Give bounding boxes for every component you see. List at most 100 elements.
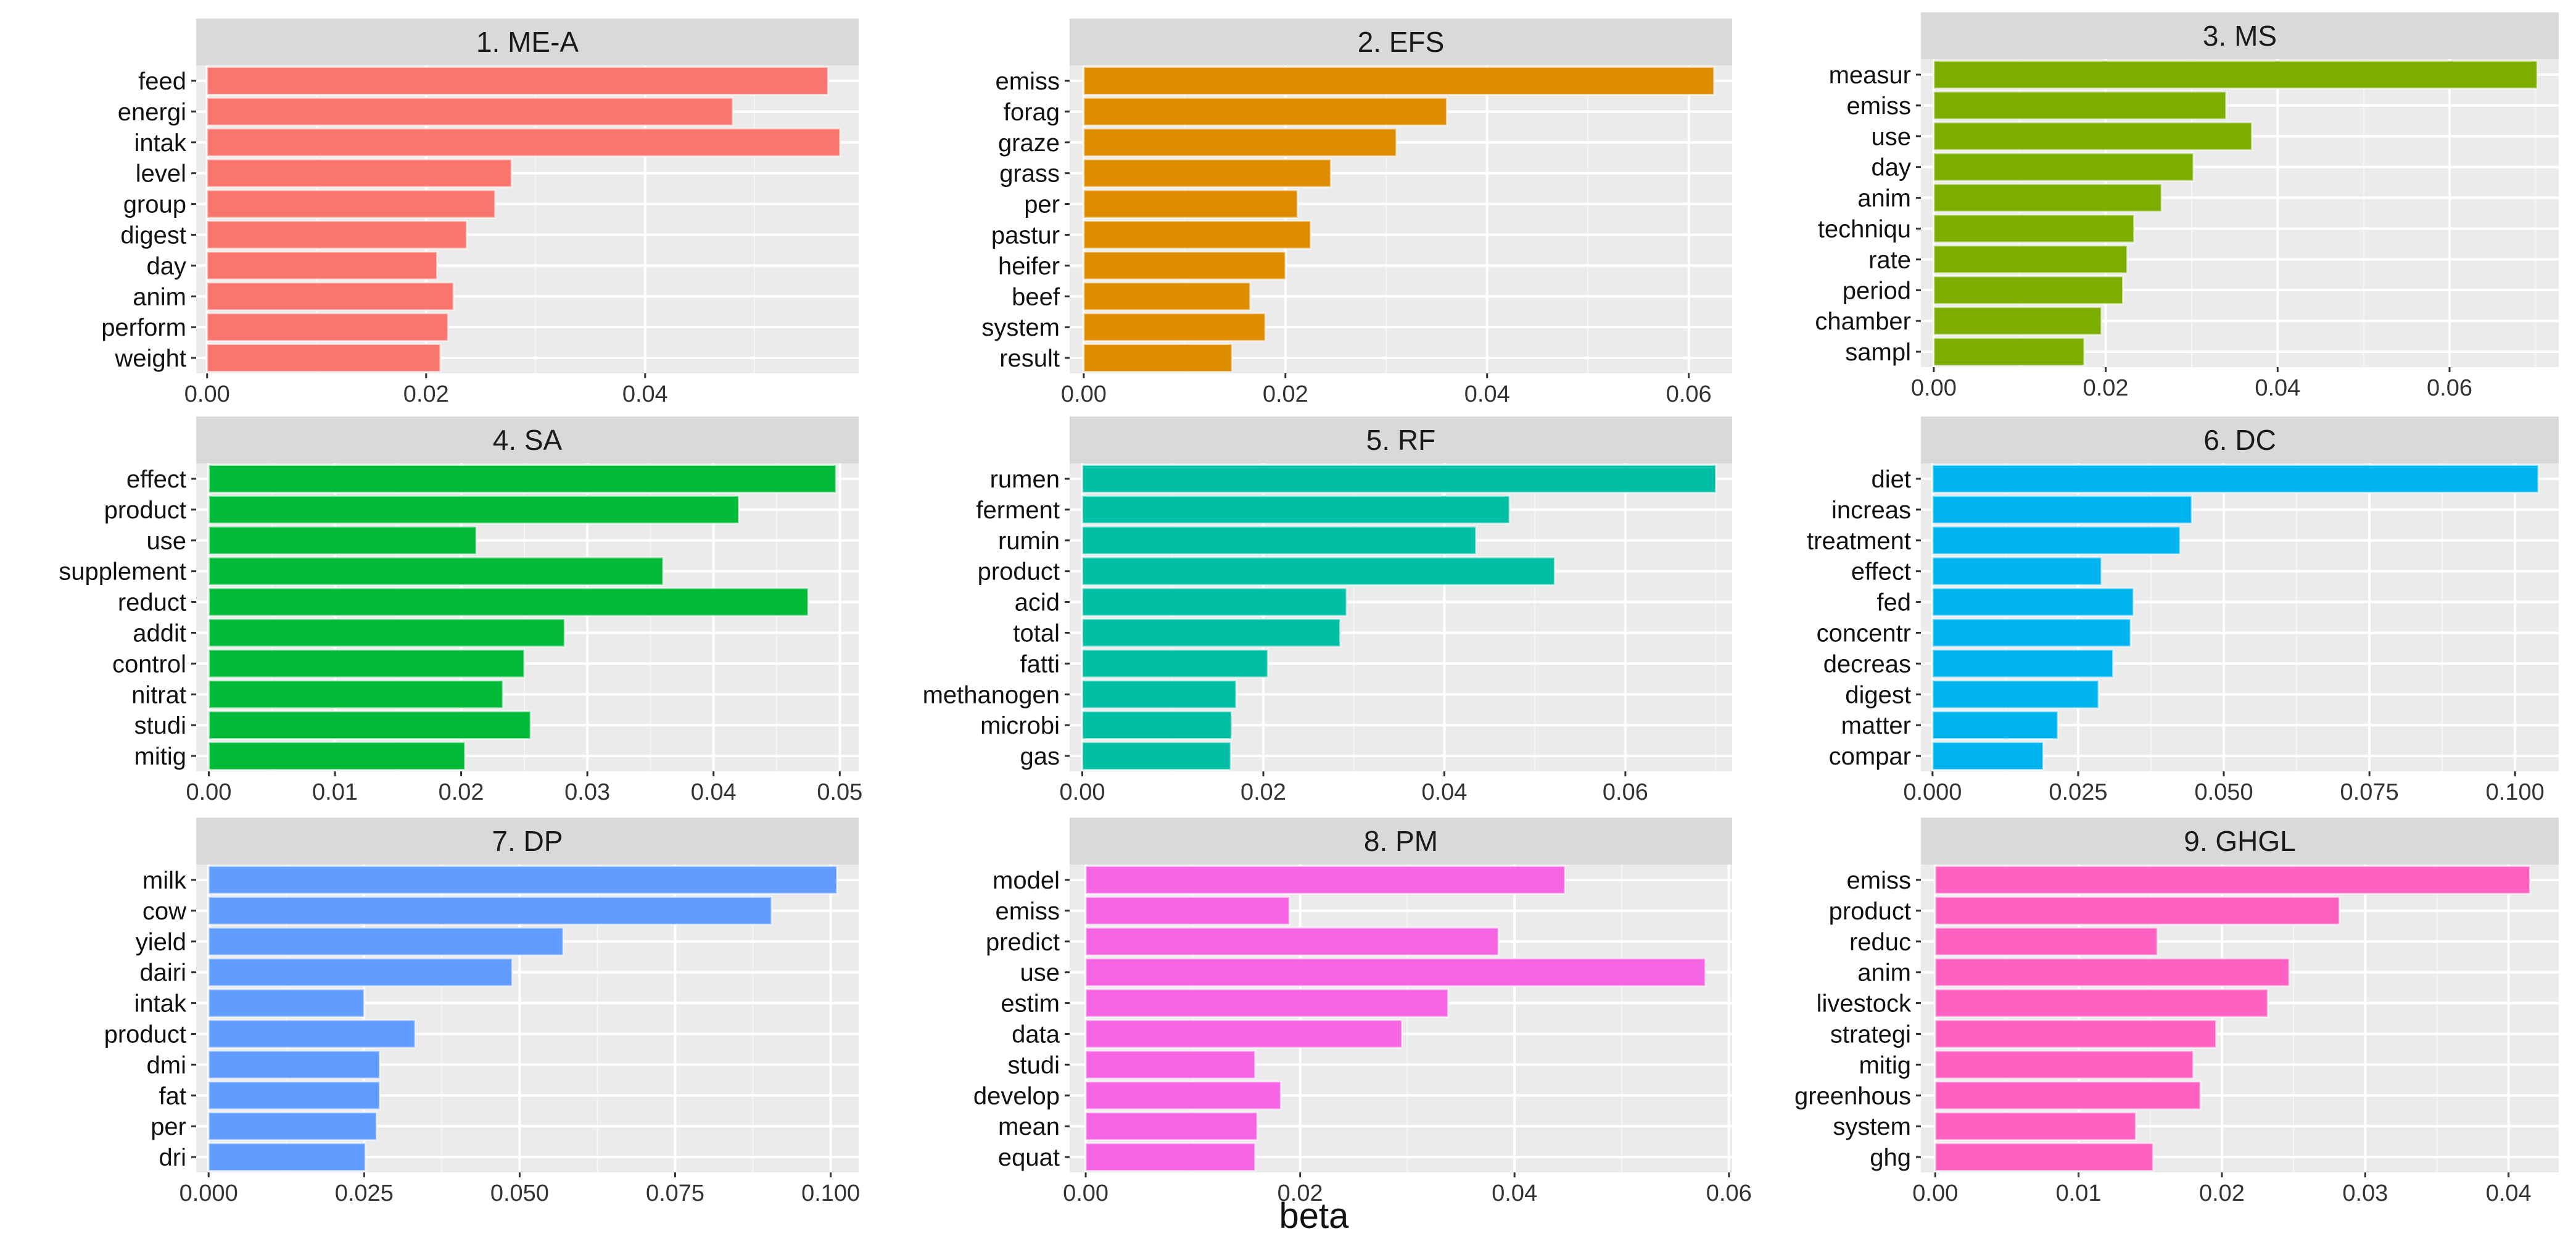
category-label: livestock <box>1817 990 1912 1018</box>
category-label: anim <box>1857 185 1911 212</box>
bar-treatment <box>1931 525 2181 555</box>
x-tick-label: 0.03 <box>2342 1180 2388 1206</box>
x-tick-label: 0.000 <box>1903 779 1962 805</box>
x-tick-label: 0.05 <box>817 779 862 805</box>
bar-concentr <box>1931 618 2132 648</box>
bar-studi <box>207 710 532 740</box>
category-label: per <box>151 1113 186 1140</box>
category-label: chamber <box>1815 308 1911 335</box>
bar-ghg <box>1934 1142 2154 1172</box>
bar-effect <box>1931 556 2103 586</box>
bar-use <box>1933 121 2253 151</box>
category-label: product <box>978 558 1060 586</box>
category-label: use <box>147 528 187 555</box>
bar-yield <box>207 926 564 956</box>
panel-title: 4. SA <box>493 424 563 456</box>
category-label: addit <box>133 620 186 647</box>
bar-use <box>1084 957 1707 987</box>
category-label: emiss <box>996 898 1060 925</box>
bar-emiss <box>1933 90 2227 120</box>
bar-fed <box>1931 587 2135 617</box>
bar-day <box>206 251 439 281</box>
category-label: product <box>104 1021 186 1048</box>
x-tick-label: 0.02 <box>2083 375 2129 401</box>
bar-rate <box>1933 244 2128 275</box>
panel-5: 5. RF 0.00 0.02 0.04 0.06 rumen ferment rumin pr… <box>923 417 1732 805</box>
panel-strip <box>1070 417 1732 463</box>
x-tick-label: 0.00 <box>1912 1180 1958 1206</box>
panel-strip <box>1921 818 2559 865</box>
category-label: decreas <box>1823 650 1911 678</box>
bar-nitrat <box>207 679 504 710</box>
x-tick-label: 0.075 <box>2340 779 2399 805</box>
x-tick-label: 0.100 <box>2486 779 2545 805</box>
x-tick-label: 0.000 <box>180 1180 238 1206</box>
bar-measur <box>1933 59 2538 89</box>
x-tick-label: 0.00 <box>1060 779 1105 805</box>
x-tick-label: 0.04 <box>1421 779 1467 805</box>
bar-rumen <box>1081 463 1717 494</box>
category-label: ferment <box>976 497 1060 524</box>
x-tick-label: 0.06 <box>1666 381 1712 407</box>
panel-title: 1. ME-A <box>476 26 579 58</box>
category-label: system <box>981 314 1060 341</box>
x-tick-label: 0.04 <box>2486 1180 2532 1206</box>
bar-per <box>207 1111 378 1142</box>
category-label: ghg <box>1870 1144 1911 1171</box>
category-label: greenhous <box>1794 1082 1911 1109</box>
category-label: beef <box>1012 283 1060 310</box>
x-tick-label: 0.06 <box>1706 1180 1752 1206</box>
x-tick-label: 0.00 <box>1061 381 1107 407</box>
bar-dairi <box>207 957 513 987</box>
bar-dri <box>207 1142 366 1172</box>
panel-title: 7. DP <box>492 825 563 857</box>
bar-intak <box>207 988 365 1018</box>
category-label: matter <box>1841 712 1911 739</box>
bar-supplement <box>207 556 664 586</box>
x-tick-label: 0.02 <box>1263 381 1308 407</box>
bar-develop <box>1084 1080 1282 1111</box>
bar-intak <box>206 127 841 157</box>
category-label: acid <box>1015 589 1060 616</box>
bar-addit <box>207 618 566 648</box>
category-label: effect <box>126 466 186 493</box>
category-label: studi <box>1008 1051 1060 1079</box>
panel-title: 9. GHGL <box>2184 825 2296 857</box>
bar-control <box>207 649 526 679</box>
x-tick-label: 0.075 <box>646 1180 704 1206</box>
bar-anim <box>1934 957 2290 987</box>
bar-diet <box>1931 463 2540 494</box>
bar-level <box>206 158 513 188</box>
category-label: strategi <box>1830 1021 1911 1048</box>
category-label: use <box>1020 960 1060 987</box>
bar-data <box>1084 1019 1403 1049</box>
category-label: product <box>1829 898 1911 925</box>
bar-weight <box>206 343 442 373</box>
category-label: studi <box>134 712 187 739</box>
bar-studi <box>1084 1050 1257 1080</box>
category-label: day <box>147 252 187 280</box>
category-label: emiss <box>1847 93 1911 120</box>
bar-decreas <box>1931 649 2115 679</box>
category-label: dri <box>159 1144 186 1171</box>
panel-strip <box>1070 19 1732 65</box>
panel-title: 8. PM <box>1364 825 1438 857</box>
panel-7: 7. DP 0.000 0.025 0.050 0.075 0.100 milk cow yie… <box>104 818 860 1206</box>
panel-title: 2. EFS <box>1358 26 1445 58</box>
bar-greenhous <box>1934 1080 2202 1111</box>
category-label: grass <box>999 160 1060 188</box>
panel-strip <box>1921 417 2559 463</box>
bar-system <box>1083 312 1266 342</box>
bar-anim <box>206 281 455 312</box>
category-label: control <box>112 650 186 678</box>
x-axis-label: beta <box>1279 1196 1350 1236</box>
category-label: rate <box>1868 246 1911 273</box>
panel-strip <box>196 417 859 463</box>
bar-compar <box>1931 741 2044 771</box>
bar-reduct <box>207 587 809 617</box>
category-label: anim <box>133 283 186 310</box>
category-label: reduc <box>1849 929 1911 956</box>
category-label: rumen <box>990 466 1060 493</box>
category-label: equat <box>998 1144 1060 1171</box>
panel-6: 6. DC 0.000 0.025 0.050 0.075 0.100 diet increa… <box>1807 417 2559 805</box>
